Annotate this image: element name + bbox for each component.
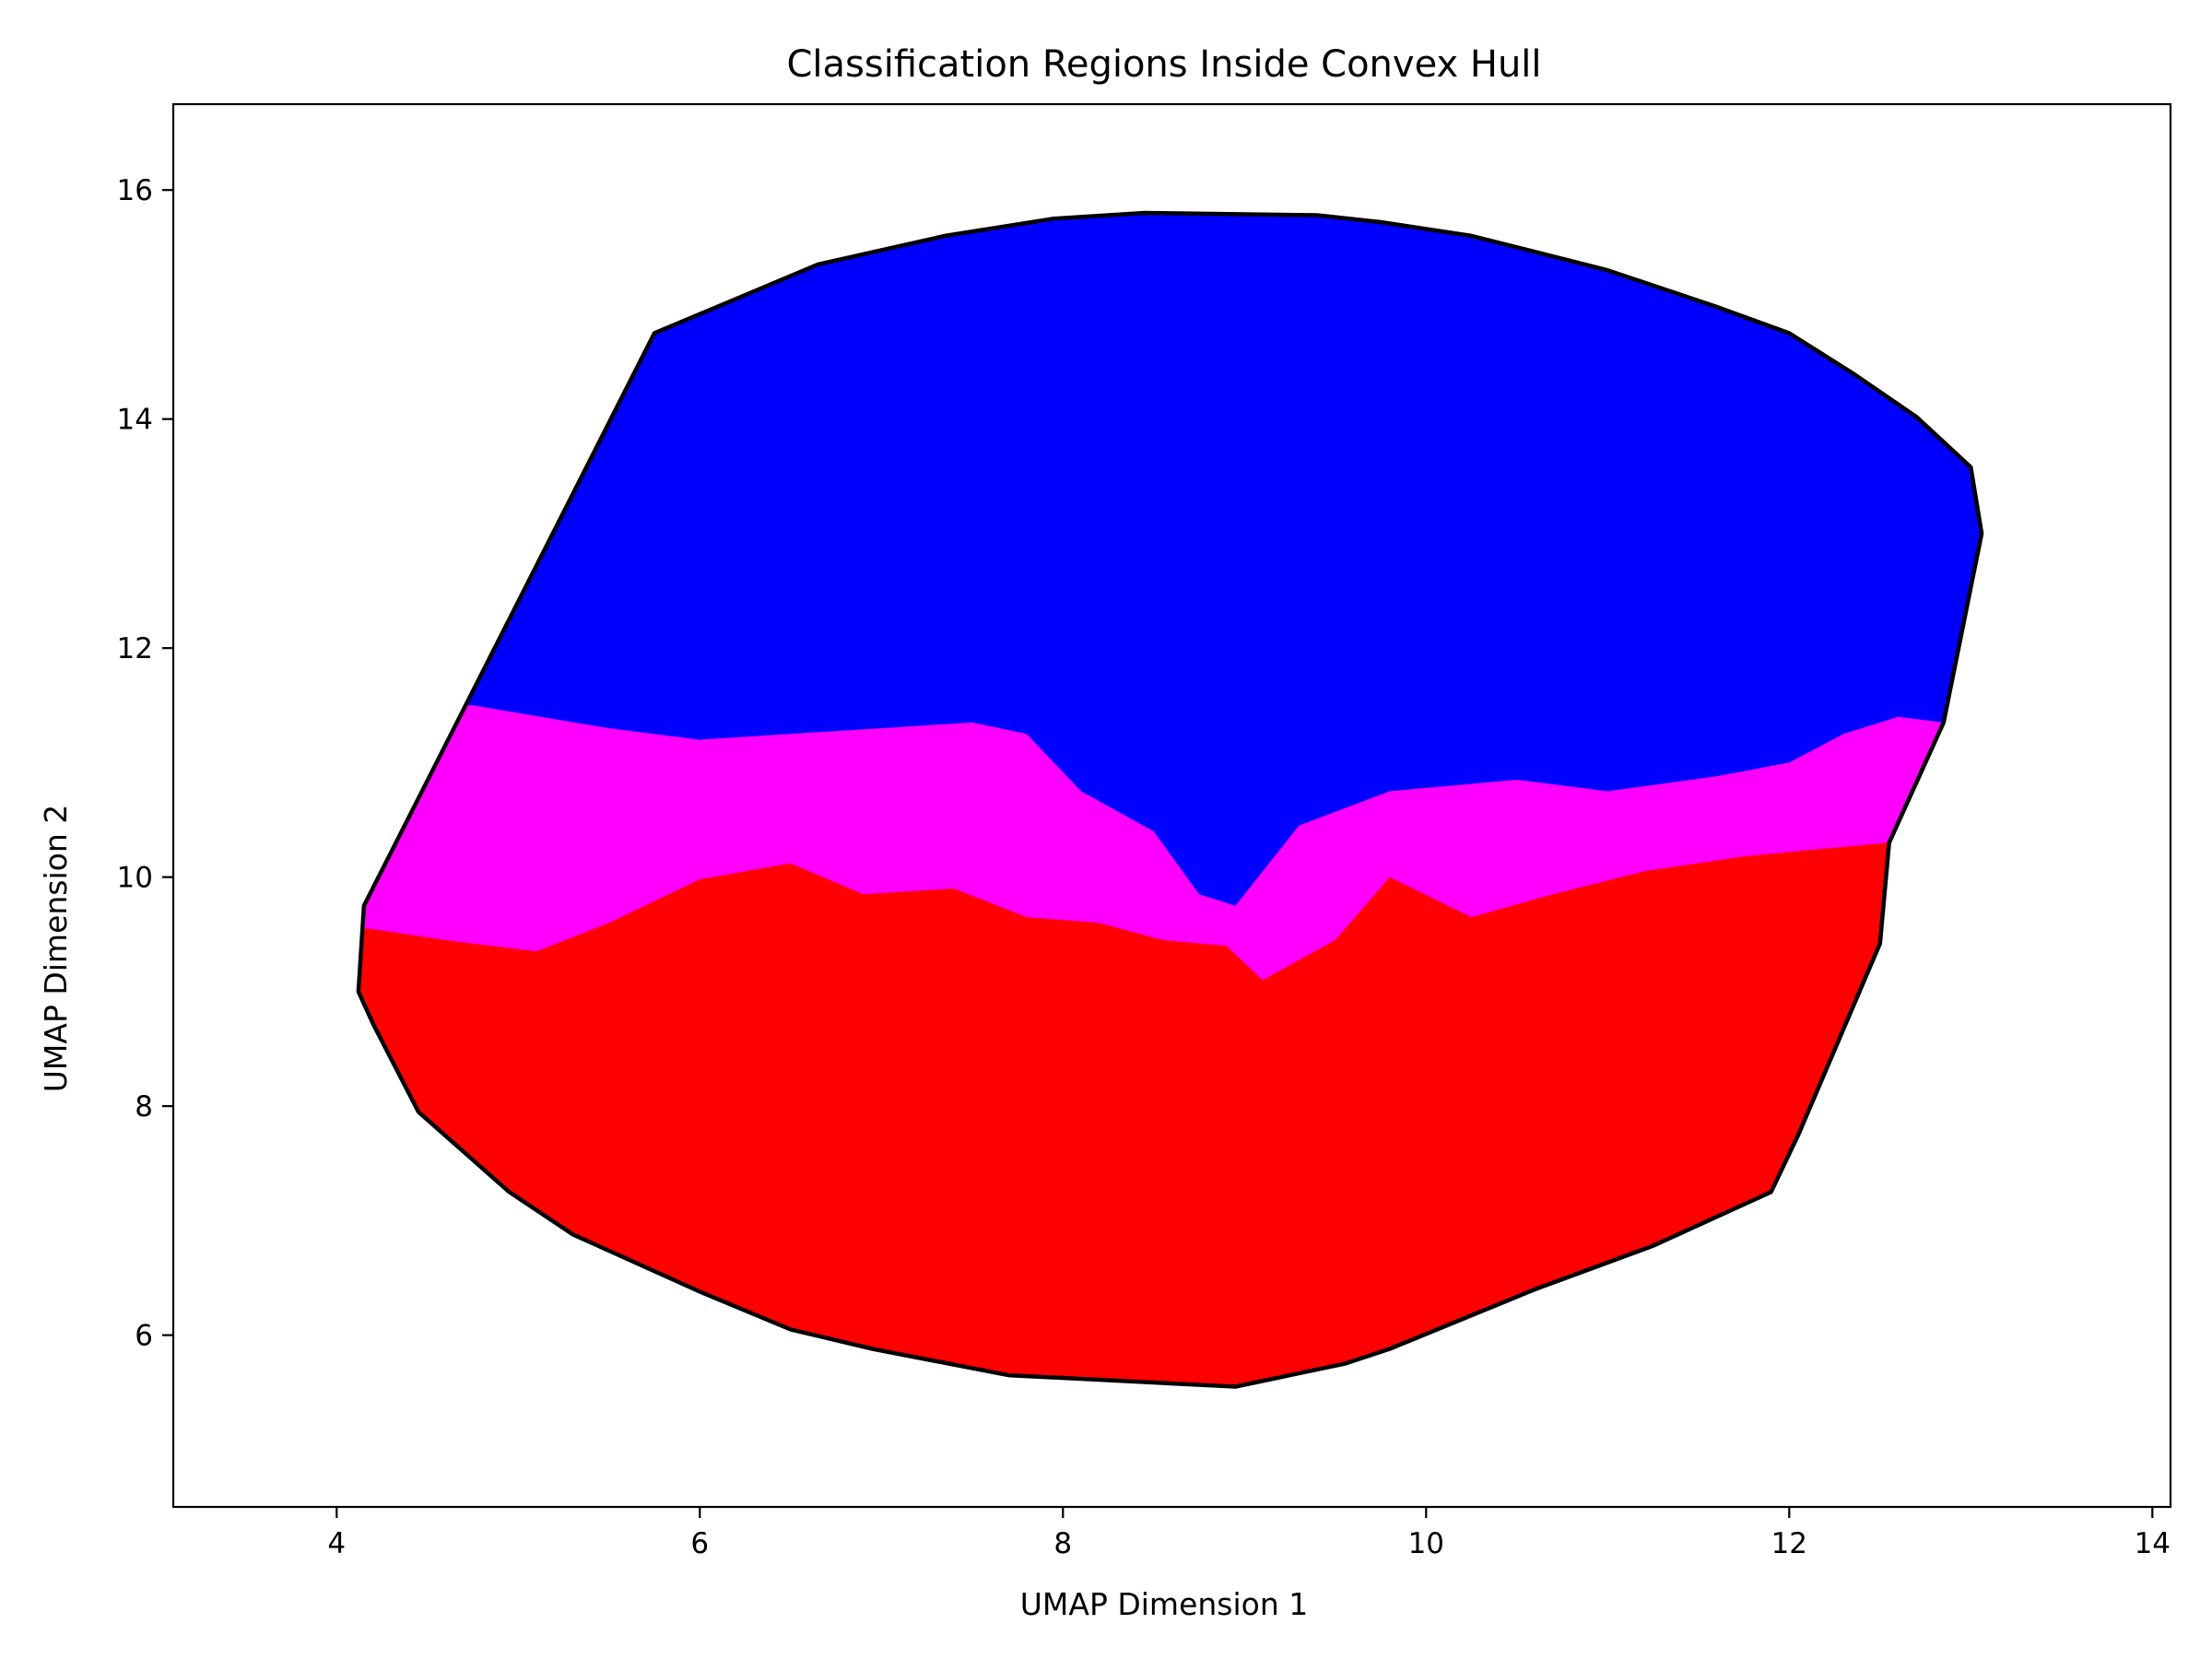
plot-area: [171, 102, 2172, 1509]
x-axis-label: UMAP Dimension 1: [1020, 1586, 1309, 1622]
x-axis: 4 6 8 10 12 14: [327, 1507, 2171, 1560]
x-tick-label: 10: [1408, 1527, 1444, 1560]
chart-title: Classification Regions Inside Convex Hul…: [786, 43, 1541, 86]
y-tick-label: 14: [117, 404, 153, 437]
y-tick-label: 8: [135, 1090, 153, 1124]
y-axis-label: UMAP Dimension 2: [38, 805, 74, 1093]
y-tick-label: 12: [117, 632, 153, 665]
y-axis: 6 8 10 12 14 16: [117, 174, 173, 1353]
y-tick-label: 16: [117, 174, 153, 207]
x-tick-label: 14: [2135, 1527, 2171, 1560]
y-tick-label: 6: [135, 1320, 153, 1353]
x-tick-label: 4: [327, 1527, 346, 1560]
x-tick-label: 12: [1771, 1527, 1807, 1560]
y-tick-label: 10: [117, 862, 153, 895]
x-tick-label: 6: [690, 1527, 709, 1560]
convex-hull-outline: [356, 210, 1984, 1389]
x-tick-label: 8: [1053, 1527, 1072, 1560]
plot-frame: [171, 102, 2172, 1509]
